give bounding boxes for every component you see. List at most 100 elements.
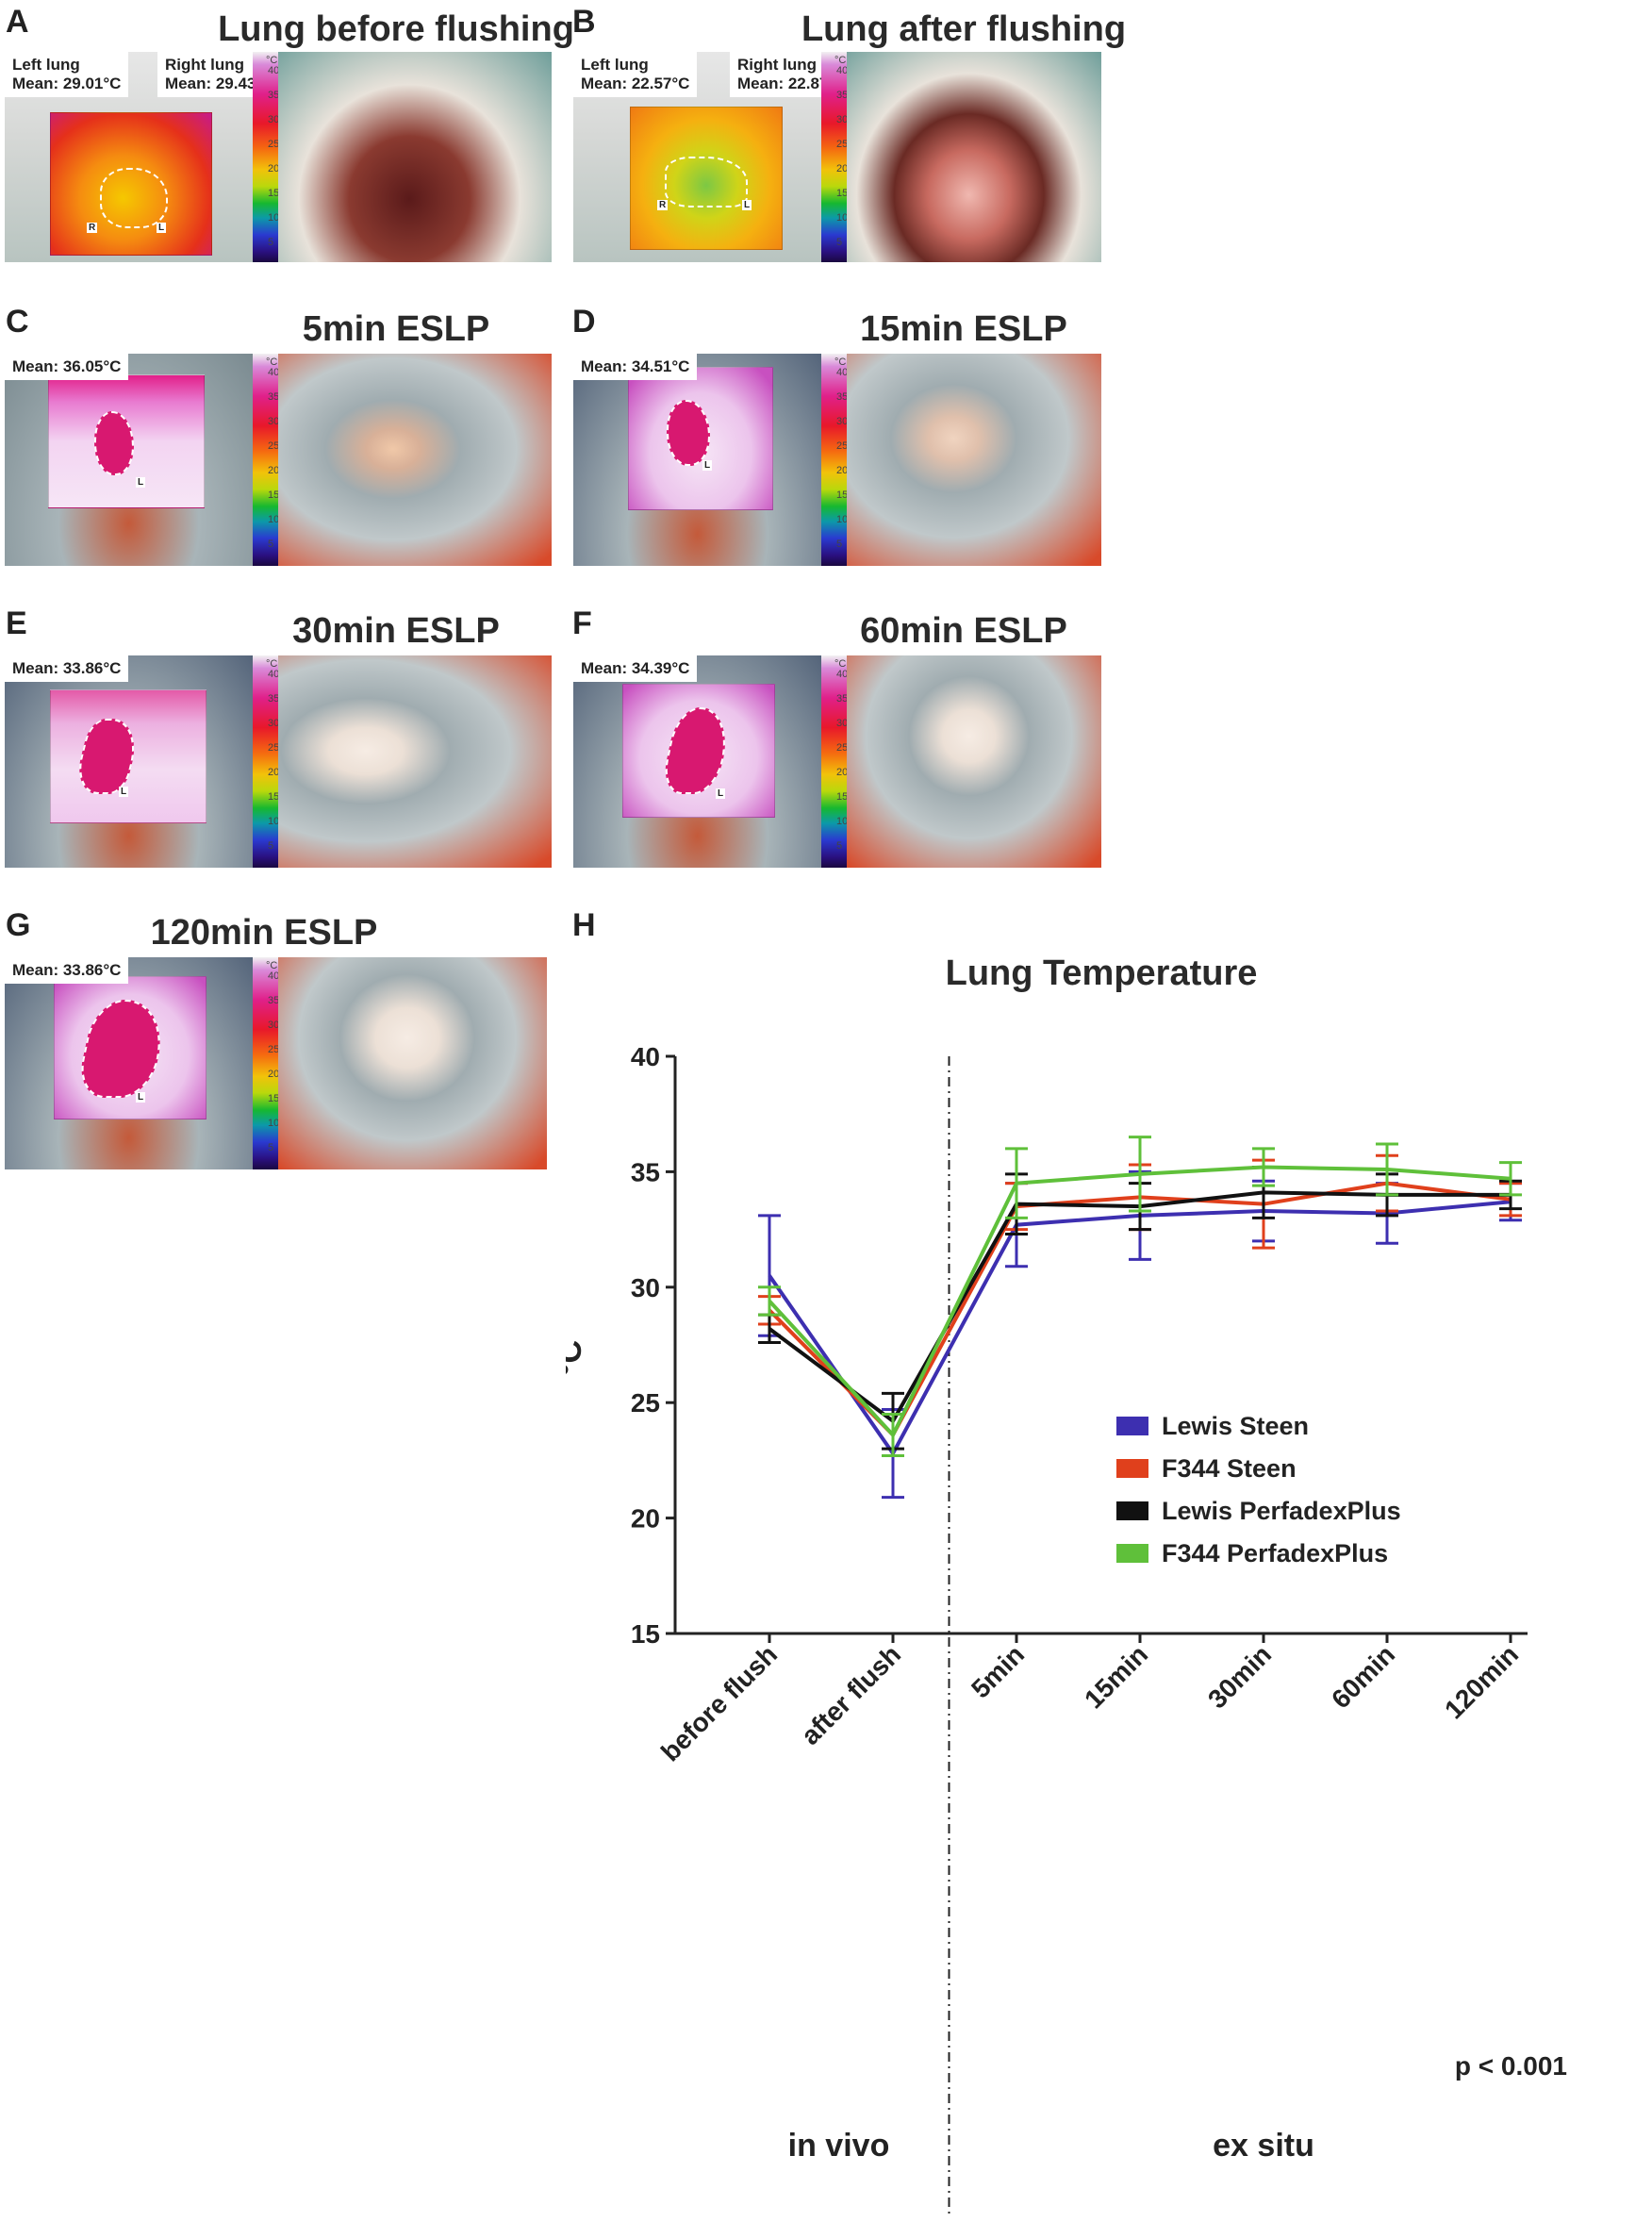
colorbar-tick: 15 [268,188,280,199]
colorbar-tick: 35 [836,90,849,101]
legend-label: F344 PerfadexPlus [1162,1539,1388,1567]
panel-c-title: 5min ESLP [302,309,490,349]
thermal-inset: R L [50,112,212,256]
panel-g-title: 120min ESLP [150,913,378,953]
colorbar-unit: °C [834,658,847,670]
p-value-label: p < 0.001 [1455,2051,1567,2081]
panel-letter-d: D [572,304,596,340]
x-tick-label: 120min [1439,1639,1524,1724]
y-tick-label: 30 [631,1273,660,1302]
legend-label: Lewis PerfadexPlus [1162,1497,1401,1525]
surgical-photo [278,52,552,262]
mean-temperature-label: Mean: 33.86°C [5,957,129,984]
colorbar-tick: 10 [268,514,280,525]
colorbar-tick: 5 [268,1142,274,1153]
colorbar-tick: 10 [268,212,280,224]
perfusion-photo [847,655,1101,868]
marker-right: R [87,223,98,233]
panel-c-image: L Mean: 36.05°C °C 40 35 30 25 20 15 10 5 [5,354,552,566]
panel-f-title: 60min ESLP [860,611,1067,651]
colorbar-unit: °C [266,357,278,368]
panel-letter-e: E [6,605,27,641]
panel-letter-c: C [6,304,29,340]
colorbar-tick: 10 [268,1118,280,1129]
group-label-in-vivo: in vivo [788,2128,890,2164]
colorbar-tick: 5 [836,840,843,852]
panel-f-image: L Mean: 34.39°C °C 40 35 30 25 20 15 10 5 [573,655,1101,868]
colorbar-tick: 35 [268,995,280,1006]
mean-temperature-label: Mean: 33.86°C [5,655,129,682]
y-tick-label: 15 [631,1619,660,1649]
colorbar-tick: 15 [268,791,280,803]
marker-left: L [702,460,713,471]
thermal-inset: L [48,374,205,508]
colorbar-tick: 25 [836,742,849,754]
y-tick-label: 20 [631,1504,660,1534]
lung-outline [72,719,143,794]
thermal-inset: L [50,689,206,823]
legend-swatch [1116,1459,1148,1478]
surgical-photo [847,52,1101,262]
marker-left: L [716,788,726,799]
legend-swatch [1116,1417,1148,1435]
colorbar-tick: 15 [836,791,849,803]
panel-d-title: 15min ESLP [860,309,1067,349]
colorbar-tick: 5 [836,237,843,248]
colorbar-tick: 20 [836,465,849,476]
panel-a-image: R L Left lung Mean: 29.01°C Right lung Mea… [5,52,552,262]
colorbar-tick: 30 [268,416,280,427]
x-tick-label: after flush [796,1639,907,1750]
colorbar-tick: 10 [836,514,849,525]
colorbar-tick: 5 [268,539,274,550]
panel-b-image: R L Left lung Mean: 22.57°C Right lung Mea… [573,52,1101,262]
x-tick-label: before flush [655,1639,783,1766]
left-lung-label: Left lung Mean: 29.01°C [5,52,129,97]
x-tick-label: 15min [1079,1639,1153,1714]
colorbar-tick: 30 [268,114,280,125]
colorbar-tick: 10 [836,212,849,224]
panel-letter-b: B [572,4,596,40]
colorbar-tick: 5 [268,237,274,248]
mean-temperature-label: Mean: 36.05°C [5,354,129,380]
colorbar-tick: 25 [268,139,280,150]
lung-outline [74,1000,172,1098]
chart-title: Lung Temperature [946,953,1258,993]
colorbar-tick: 25 [268,1044,280,1055]
mean-temperature-label: Mean: 34.51°C [573,354,698,380]
colorbar-tick: 40 [268,669,280,680]
thermal-inset: L [54,976,206,1119]
panel-e-image: L Mean: 33.86°C °C 40 35 30 25 20 15 10 5 [5,655,552,868]
panel-letter-h: H [572,907,596,943]
marker-left: L [136,1092,146,1103]
colorbar-tick: 5 [836,539,843,550]
colorbar-tick: 40 [268,367,280,378]
y-tick-label: 40 [631,1042,660,1071]
thermal-inset: L [628,367,773,510]
perfusion-photo [278,354,552,566]
lung-outline [659,707,735,794]
colorbar-tick: 15 [268,489,280,501]
lung-outline [667,400,710,466]
colorbar-tick: 20 [268,767,280,778]
colorbar-tick: 25 [836,440,849,452]
panel-letter-g: G [6,907,31,943]
colorbar-tick: 15 [268,1093,280,1104]
x-tick-label: 30min [1202,1639,1277,1714]
mean-temperature-label: Mean: 34.39°C [573,655,698,682]
legend-swatch [1116,1501,1148,1520]
marker-left: L [119,787,129,797]
panel-g-image: L Mean: 33.86°C °C 40 35 30 25 20 15 10 5 [5,957,547,1169]
colorbar-unit: °C [834,55,847,66]
colorbar-tick: 20 [268,465,280,476]
legend-swatch [1116,1544,1148,1563]
colorbar-tick: 30 [268,718,280,729]
perfusion-photo [278,655,552,868]
lung-outline [94,411,134,475]
y-tick-label: 35 [631,1157,660,1186]
colorbar-tick: 30 [836,114,849,125]
colorbar-tick: 35 [268,391,280,403]
colorbar-tick: 30 [268,1020,280,1031]
marker-left: L [157,223,167,233]
colorbar-tick: 35 [268,693,280,705]
panel-e-title: 30min ESLP [292,611,500,651]
